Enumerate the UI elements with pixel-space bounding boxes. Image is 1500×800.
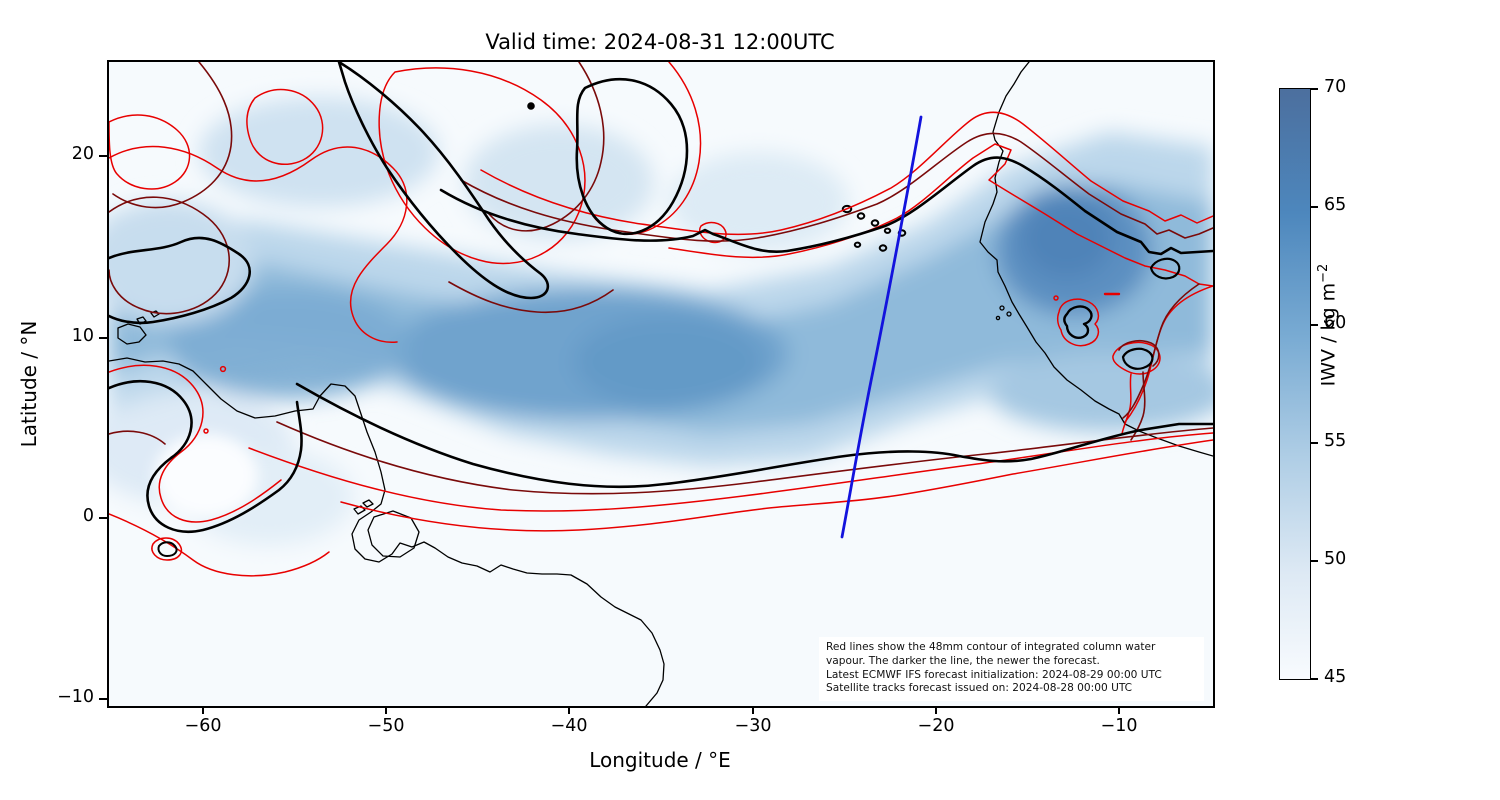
contours-red-bright xyxy=(109,62,1213,577)
colorbar-tick-label: 50 xyxy=(1324,549,1347,569)
colorbar-label-text: IWV / kg m xyxy=(1317,282,1340,387)
y-tick-mark xyxy=(99,337,107,339)
y-axis-label: Latitude / °N xyxy=(17,320,41,448)
y-tick-label: 20 xyxy=(71,144,94,164)
y-tick-mark xyxy=(99,517,107,519)
x-tick-mark xyxy=(752,706,754,714)
y-tick-label: 10 xyxy=(71,326,94,346)
colorbar-tick-label: 45 xyxy=(1324,667,1347,687)
satellite-track-line xyxy=(840,115,923,539)
colorbar-tick-mark xyxy=(1310,560,1318,562)
x-tick-label: −60 xyxy=(184,716,222,736)
x-tick-label: −20 xyxy=(917,716,955,736)
africa-coastline xyxy=(979,62,1213,457)
x-tick-label: −40 xyxy=(550,716,588,736)
x-tick-mark xyxy=(935,706,937,714)
colorbar-tick-mark xyxy=(1310,324,1318,326)
y-tick-mark xyxy=(99,698,107,700)
y-tick-mark xyxy=(99,155,107,157)
colorbar-tick-label: 65 xyxy=(1324,195,1347,215)
colorbar-axis-label: IWV / kg m−2 xyxy=(1316,235,1342,415)
annotation-line: Red lines show the 48mm contour of integ… xyxy=(826,641,1156,653)
dry-air-hole xyxy=(154,434,258,518)
map-axes: Red lines show the 48mm contour of integ… xyxy=(107,60,1215,708)
colorbar-tick-label: 55 xyxy=(1324,431,1347,451)
x-tick-label: −50 xyxy=(367,716,405,736)
annotation-box: Red lines show the 48mm contour of integ… xyxy=(819,637,1204,702)
y-tick-label: −10 xyxy=(57,687,94,707)
y-tick-label: 0 xyxy=(82,506,94,526)
south-america-coastline xyxy=(109,357,665,706)
colorbar-tick-mark xyxy=(1310,206,1318,208)
x-tick-mark xyxy=(202,706,204,714)
colorbar-tick-mark xyxy=(1310,442,1318,444)
annotation-line: Satellite tracks forecast issued on: 202… xyxy=(826,682,1133,695)
annotation-line: vapour. The darker the line, the newer t… xyxy=(826,654,1100,667)
figure-title: Valid time: 2024-08-31 12:00UTC xyxy=(485,30,835,54)
colorbar xyxy=(1279,88,1311,680)
x-tick-mark xyxy=(568,706,570,714)
contours-black xyxy=(109,62,1213,557)
x-tick-mark xyxy=(385,706,387,714)
map-canvas xyxy=(109,62,1213,706)
x-axis-label: Longitude / °E xyxy=(589,748,731,772)
cape-verde-islands xyxy=(841,204,907,252)
x-tick-label: −30 xyxy=(734,716,772,736)
colorbar-tick-mark xyxy=(1310,678,1318,680)
annotation-line: Latest ECMWF IFS forecast initialization… xyxy=(826,668,1162,681)
colorbar-tick-label: 60 xyxy=(1324,313,1347,333)
colorbar-tick-label: 70 xyxy=(1324,77,1347,97)
iwv-field xyxy=(109,97,1213,545)
x-tick-label: −10 xyxy=(1100,716,1138,736)
contours-red-dark xyxy=(109,62,1213,495)
colorbar-label-exponent: −2 xyxy=(1316,263,1331,283)
colorbar-tick-mark xyxy=(1310,88,1318,90)
x-tick-mark xyxy=(1118,706,1120,714)
